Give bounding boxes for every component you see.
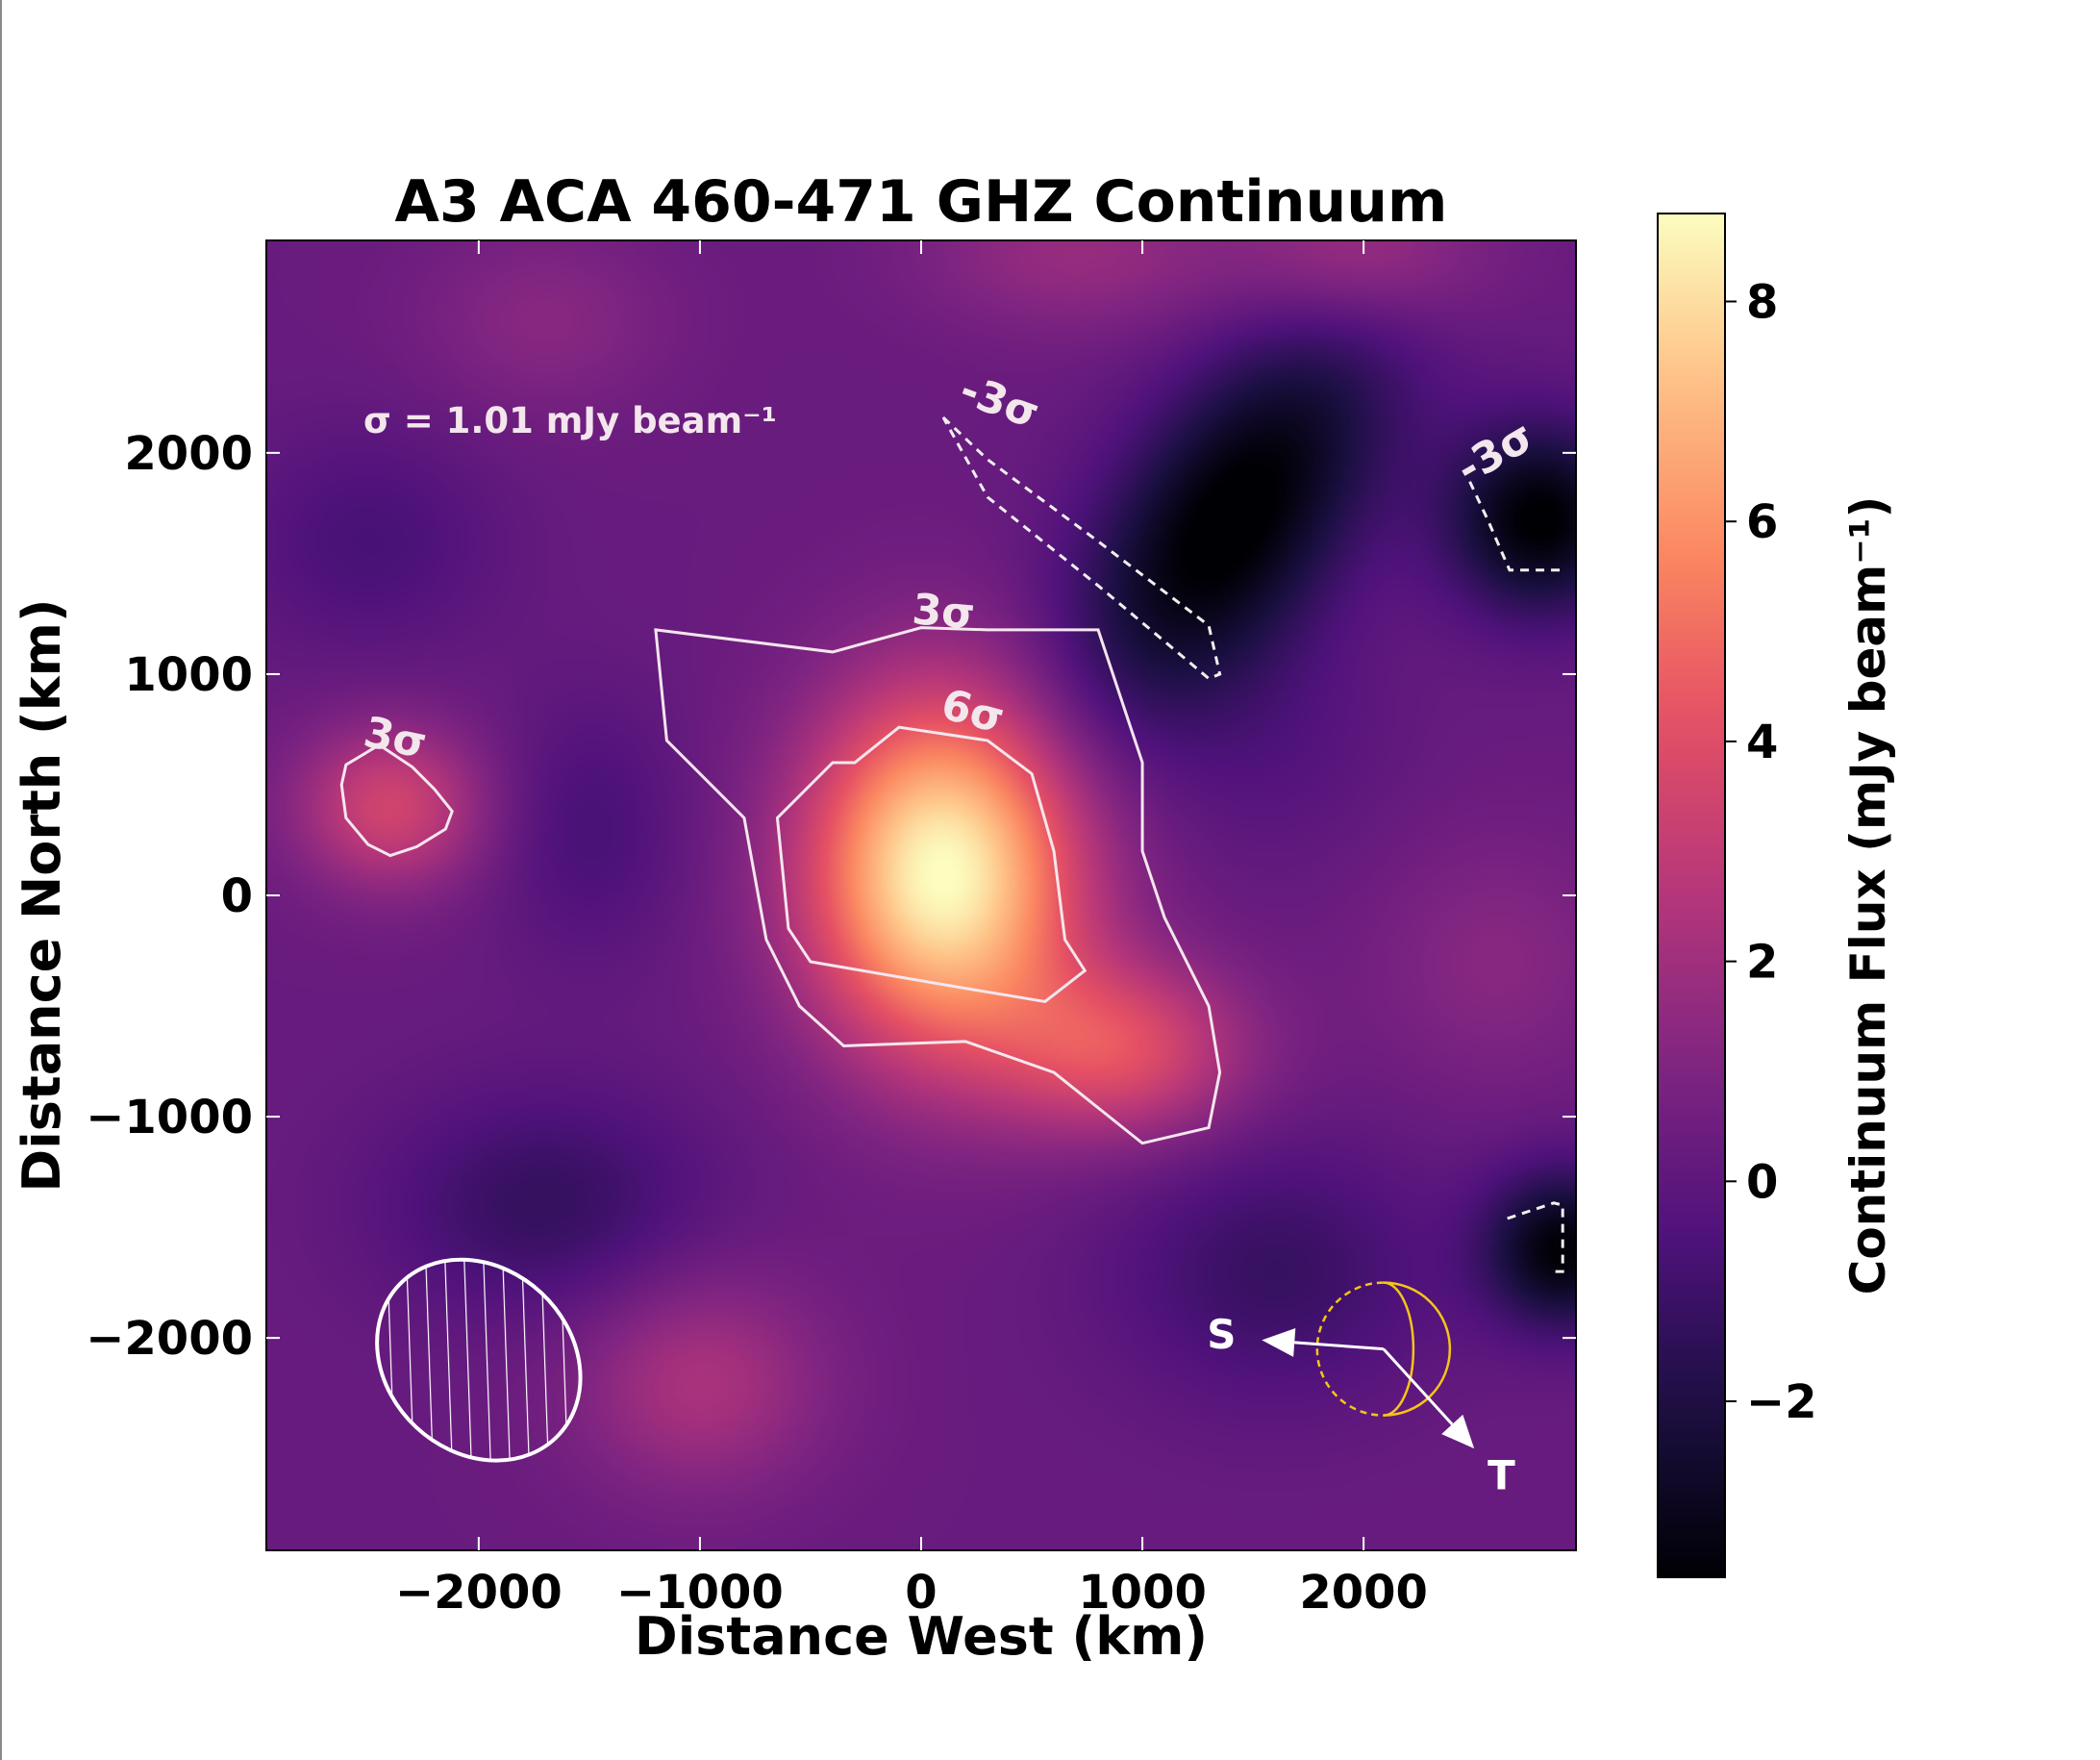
moon-dashed-limb: [1315, 1281, 1384, 1417]
moon-solid-limb: [1383, 1281, 1451, 1417]
colorbar-tick-label: 0: [1746, 1155, 1778, 1209]
y-tick-label: 2000: [124, 427, 253, 481]
x-tick-label: 2000: [1299, 1566, 1428, 1620]
y-axis-label: Distance North (km): [12, 598, 72, 1192]
sigma-annotation: σ = 1.01 mJy beam⁻¹: [363, 400, 777, 441]
colorbar-gradient: [1658, 214, 1725, 1577]
colorbar-tick-label: 8: [1746, 275, 1778, 329]
colorbar-tick-label: 2: [1746, 936, 1778, 990]
direction-arrow-shaft: [1294, 1341, 1384, 1351]
colorbar-tick-label: 4: [1746, 716, 1778, 769]
colorbar-ticks: −2 0 2 4 6 8: [1725, 275, 1817, 1429]
y-tick-label: −2000: [86, 1312, 253, 1366]
x-axis-label: Distance West (km): [635, 1606, 1208, 1667]
window-edge-line: [0, 0, 2, 1760]
contour-positive: [775, 725, 1088, 1004]
y-tick-label: −1000: [86, 1091, 253, 1144]
colorbar-label: Continuum Flux (mJy beam⁻¹): [1840, 496, 1896, 1295]
direction-arrow-head: [1441, 1414, 1475, 1449]
x-tick-label: −2000: [395, 1566, 562, 1620]
beam-ellipse: [375, 1257, 583, 1463]
colorbar-frame: [1657, 213, 1726, 1578]
direction-arrow-head: [1262, 1327, 1296, 1357]
x-tick-label: 0: [905, 1566, 937, 1620]
moon-terminator: [1383, 1281, 1415, 1417]
y-tick-label: 0: [221, 869, 253, 923]
contour-negative: [941, 415, 1222, 681]
y-tick-label: 1000: [124, 648, 253, 702]
colorbar-tick-label: −2: [1746, 1375, 1817, 1429]
chart-title: A3 ACA 460-471 GHZ Continuum: [395, 168, 1448, 236]
contour-layer: [339, 415, 1564, 1273]
colorbar-tick-label: 6: [1746, 495, 1778, 549]
direction-arrow-shaft: [1382, 1347, 1454, 1426]
contour-positive: [339, 742, 454, 858]
contour-positive: [654, 626, 1222, 1145]
direction-arrow-label: T: [1488, 1452, 1515, 1499]
colorbar: −2 0 2 4 6 8: [1657, 213, 1817, 1578]
contour-label: 3σ: [911, 585, 977, 639]
direction-arrow-label: S: [1207, 1311, 1236, 1358]
contour-negative: [1468, 481, 1563, 572]
contour-negative: [1507, 1201, 1564, 1273]
x-tick-label: −1000: [616, 1566, 784, 1620]
x-tick-label: 1000: [1078, 1566, 1207, 1620]
axis-ticks: −2000 −1000 0 1000 2000 −2000 −1000 0 1000 2000: [86, 240, 1576, 1620]
